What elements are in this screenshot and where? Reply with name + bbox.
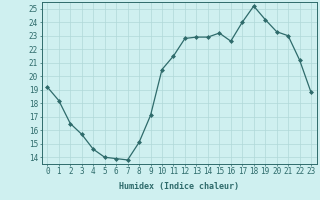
X-axis label: Humidex (Indice chaleur): Humidex (Indice chaleur) bbox=[119, 182, 239, 191]
